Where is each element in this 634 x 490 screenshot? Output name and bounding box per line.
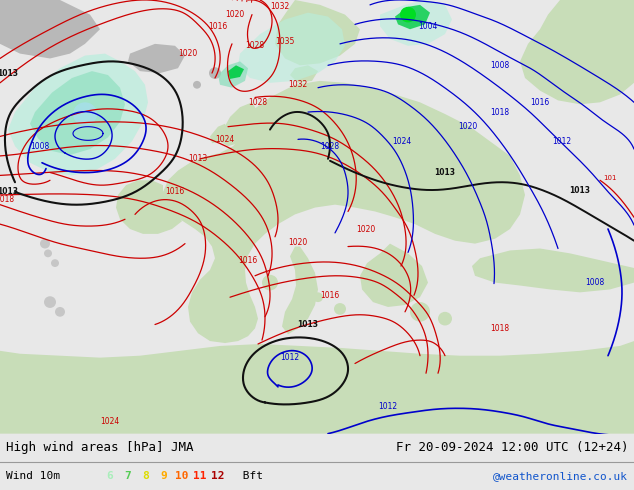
Circle shape (438, 312, 452, 325)
Circle shape (262, 275, 278, 291)
Circle shape (400, 7, 416, 23)
Text: 9: 9 (160, 471, 167, 481)
Circle shape (55, 307, 65, 317)
Text: 1018: 1018 (0, 196, 15, 204)
Text: 1024: 1024 (392, 137, 411, 146)
Circle shape (334, 303, 346, 315)
Text: 8: 8 (143, 471, 150, 481)
Polygon shape (0, 341, 634, 434)
Text: 1013: 1013 (0, 188, 18, 196)
Polygon shape (0, 0, 100, 58)
Polygon shape (282, 246, 318, 334)
Polygon shape (238, 13, 345, 83)
Text: Wind 10m: Wind 10m (6, 471, 60, 481)
Text: 10: 10 (175, 471, 189, 481)
Text: 1028: 1028 (245, 41, 264, 50)
Circle shape (410, 302, 430, 321)
Text: 1032: 1032 (270, 2, 290, 11)
Polygon shape (210, 124, 228, 143)
Text: 1016: 1016 (320, 291, 340, 300)
Text: Bft: Bft (236, 471, 263, 481)
Text: Fr 20-09-2024 12:00 UTC (12+24): Fr 20-09-2024 12:00 UTC (12+24) (396, 441, 628, 454)
Polygon shape (218, 61, 248, 88)
Text: 1004: 1004 (418, 22, 437, 31)
Text: 1012: 1012 (552, 137, 572, 146)
Polygon shape (275, 0, 360, 65)
Text: 1013: 1013 (297, 320, 318, 329)
Circle shape (209, 67, 221, 79)
Circle shape (40, 239, 50, 248)
Text: High wind areas [hPa] JMA: High wind areas [hPa] JMA (6, 441, 193, 454)
Text: 12: 12 (211, 471, 224, 481)
Polygon shape (228, 65, 244, 79)
Text: 1013: 1013 (0, 69, 18, 77)
Text: 1032: 1032 (288, 80, 307, 89)
Text: 1008: 1008 (585, 278, 605, 287)
Polygon shape (30, 71, 125, 155)
Text: 1028: 1028 (249, 98, 268, 107)
Circle shape (193, 81, 201, 89)
Text: 1013: 1013 (188, 154, 207, 163)
Text: 6: 6 (107, 471, 113, 481)
Text: 1008: 1008 (30, 142, 49, 150)
Text: 1018: 1018 (491, 108, 510, 117)
Text: 1020: 1020 (356, 224, 375, 234)
Polygon shape (220, 102, 258, 146)
Text: 1012: 1012 (378, 402, 398, 411)
Text: 1035: 1035 (275, 37, 295, 47)
Polygon shape (290, 65, 318, 83)
Polygon shape (360, 244, 428, 307)
Circle shape (51, 259, 59, 267)
Text: 1016: 1016 (209, 22, 228, 31)
Text: 1020: 1020 (178, 49, 198, 58)
Text: 1016: 1016 (165, 188, 184, 196)
Text: 7: 7 (125, 471, 131, 481)
Polygon shape (163, 81, 525, 343)
Text: 1016: 1016 (238, 256, 257, 265)
Polygon shape (520, 0, 634, 104)
Polygon shape (128, 44, 185, 73)
Polygon shape (116, 180, 182, 234)
Polygon shape (395, 5, 430, 29)
Text: 1013: 1013 (569, 186, 590, 195)
Text: 1020: 1020 (288, 238, 307, 247)
Text: 1028: 1028 (320, 142, 340, 150)
Circle shape (73, 102, 97, 126)
Text: 1008: 1008 (490, 61, 510, 70)
Text: 1020: 1020 (458, 122, 477, 131)
Text: 101: 101 (603, 175, 617, 181)
Text: 1020: 1020 (225, 10, 245, 19)
Text: @weatheronline.co.uk: @weatheronline.co.uk (493, 471, 628, 481)
Text: 1013: 1013 (434, 168, 455, 177)
Circle shape (44, 249, 52, 257)
Text: 1024: 1024 (100, 417, 120, 426)
Circle shape (44, 296, 56, 308)
Polygon shape (8, 53, 148, 175)
Polygon shape (380, 0, 452, 46)
Text: 1016: 1016 (531, 98, 550, 107)
Text: 1024: 1024 (216, 135, 235, 144)
Polygon shape (472, 248, 634, 293)
Circle shape (313, 293, 323, 302)
Text: 1012: 1012 (280, 353, 299, 362)
Text: 1018: 1018 (491, 324, 510, 333)
Text: 11: 11 (193, 471, 207, 481)
